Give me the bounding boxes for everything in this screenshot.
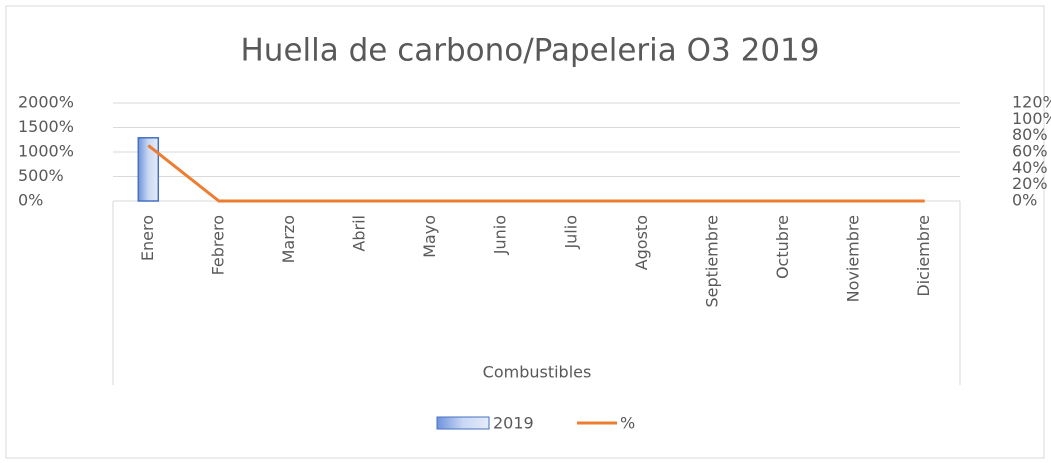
x-tick-label: Junio [491,215,510,255]
x-tick-label: Julio [561,215,580,250]
y-tick-label: 1000% [18,142,74,161]
x-tick-label: Octubre [773,215,792,279]
x-tick-label: Marzo [279,215,298,263]
y2-tick-label: 0% [1012,191,1037,210]
bar [137,137,160,202]
x-tick-label: Diciembre [914,215,933,297]
x-tick-label: Mayo [420,215,439,258]
y-tick-label: 1500% [18,117,74,136]
legend-label: % [620,414,635,433]
x-tick-label: Agosto [632,215,651,270]
x-axis-title: Combustibles [483,363,592,382]
y2-tick-label: 60% [1012,142,1048,161]
legend-swatch [436,416,490,430]
y2-tick-label: 20% [1012,174,1048,193]
chart-border [5,5,1045,459]
y2-tick-label: 100% [1012,109,1051,128]
x-tick-label: Febrero [208,215,227,275]
x-tick-label: Noviembre [844,215,863,302]
chart-title: Huella de carbono/Papeleria O3 2019 [240,33,819,69]
legend-label: 2019 [493,414,534,433]
y2-tick-label: 120% [1012,93,1051,112]
y-tick-label: 2000% [18,93,74,112]
y-tick-label: 0% [18,191,43,210]
y2-tick-label: 40% [1012,158,1048,177]
x-tick-label: Abril [350,215,369,252]
y2-tick-label: 80% [1012,125,1048,144]
x-tick-label: Septiembre [702,215,721,308]
y-tick-label: 500% [18,166,64,185]
line-series [147,144,925,203]
x-tick-label: Enero [138,215,157,261]
